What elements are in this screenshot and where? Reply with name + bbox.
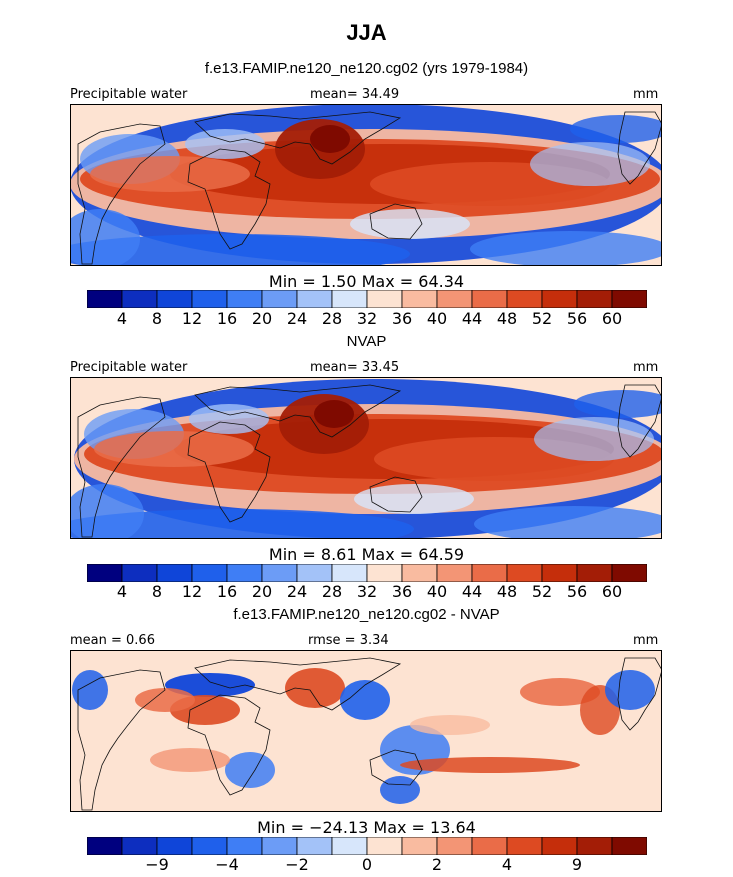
panel-2-center-label: mean= 33.45: [310, 360, 400, 375]
colorbar-tick-label: 24: [286, 582, 308, 601]
colorbar-tick-label: 9: [571, 855, 583, 874]
colorbar-tick-label: 48: [496, 582, 518, 601]
colorbar-tick-label: 52: [531, 582, 553, 601]
colorbar-tick-label: 16: [216, 309, 238, 328]
colorbar-tick-label: 4: [501, 855, 513, 874]
panel-3-right-label: mm: [633, 633, 659, 648]
colorbar-tick-label: 36: [391, 582, 413, 601]
panel-1-colorbar: [87, 290, 647, 308]
colorbar-tick-label: 56: [566, 309, 588, 328]
colorbar-tick-label: 36: [391, 309, 413, 328]
panel-3-center-label: rmse = 3.34: [308, 633, 389, 648]
panel-3-map: [70, 650, 662, 812]
colorbar-tick-label: 12: [181, 582, 203, 601]
colorbar-tick-label: 8: [151, 309, 163, 328]
colorbar-tick-label: 52: [531, 309, 553, 328]
panel-3-minmax: Min = −24.13 Max = 13.64: [257, 818, 476, 837]
colorbar-tick-label: 20: [251, 582, 273, 601]
panel-2-minmax: Min = 8.61 Max = 64.59: [268, 545, 465, 564]
panel-2-subtitle: NVAP: [346, 333, 387, 350]
panel-1-subtitle: f.e13.FAMIP.ne120_ne120.cg02 (yrs 1979-1…: [204, 60, 529, 77]
colorbar-tick-label: 60: [601, 309, 623, 328]
panel-2-map: [70, 377, 662, 539]
colorbar-tick-label: 8: [151, 582, 163, 601]
panel-1-center-label: mean= 34.49: [310, 87, 400, 102]
panel-1-left-label: Precipitable water: [70, 87, 188, 102]
figure-title: JJA: [346, 20, 387, 45]
panel-3-subtitle: f.e13.FAMIP.ne120_ne120.cg02 - NVAP: [233, 606, 500, 623]
colorbar-tick-label: 24: [286, 309, 308, 328]
panel-2-left-label: Precipitable water: [70, 360, 188, 375]
panel-1-right-label: mm: [633, 87, 659, 102]
colorbar-tick-label: 44: [461, 309, 483, 328]
colorbar-tick-label: 4: [116, 309, 128, 328]
colorbar-tick-label: 16: [216, 582, 238, 601]
panel-3-left-label: mean = 0.66: [70, 633, 155, 648]
colorbar-tick-label: 20: [251, 309, 273, 328]
colorbar-tick-label: −4: [215, 855, 239, 874]
colorbar-tick-label: 2: [431, 855, 443, 874]
colorbar-tick-label: 40: [426, 582, 448, 601]
colorbar-tick-label: 40: [426, 309, 448, 328]
panel-1-minmax: Min = 1.50 Max = 64.34: [268, 272, 465, 291]
colorbar-tick-label: 44: [461, 582, 483, 601]
colorbar-tick-label: 0: [361, 855, 373, 874]
colorbar-tick-label: 56: [566, 582, 588, 601]
panel-3-colorbar-ticks: −9 −4 −2 0 2 4 9: [0, 855, 733, 875]
colorbar-tick-label: 32: [356, 309, 378, 328]
panel-1-map: [70, 104, 662, 266]
colorbar-tick-label: 12: [181, 309, 203, 328]
colorbar-tick-label: 32: [356, 582, 378, 601]
colorbar-tick-label: 28: [321, 582, 343, 601]
colorbar-tick-label: −9: [145, 855, 169, 874]
colorbar-tick-label: 48: [496, 309, 518, 328]
panel-2-colorbar: [87, 564, 647, 582]
colorbar-tick-label: 60: [601, 582, 623, 601]
colorbar-tick-label: −2: [285, 855, 309, 874]
panel-2-right-label: mm: [633, 360, 659, 375]
panel-1-colorbar-ticks: 4 8 12 16 20 24 28 32 36 40 44 48 52 56 60: [0, 309, 733, 329]
colorbar-tick-label: 28: [321, 309, 343, 328]
panel-2-colorbar-ticks: 4 8 12 16 20 24 28 32 36 40 44 48 52 56 60: [0, 582, 733, 602]
colorbar-tick-label: 4: [116, 582, 128, 601]
panel-3-colorbar: [87, 837, 647, 855]
